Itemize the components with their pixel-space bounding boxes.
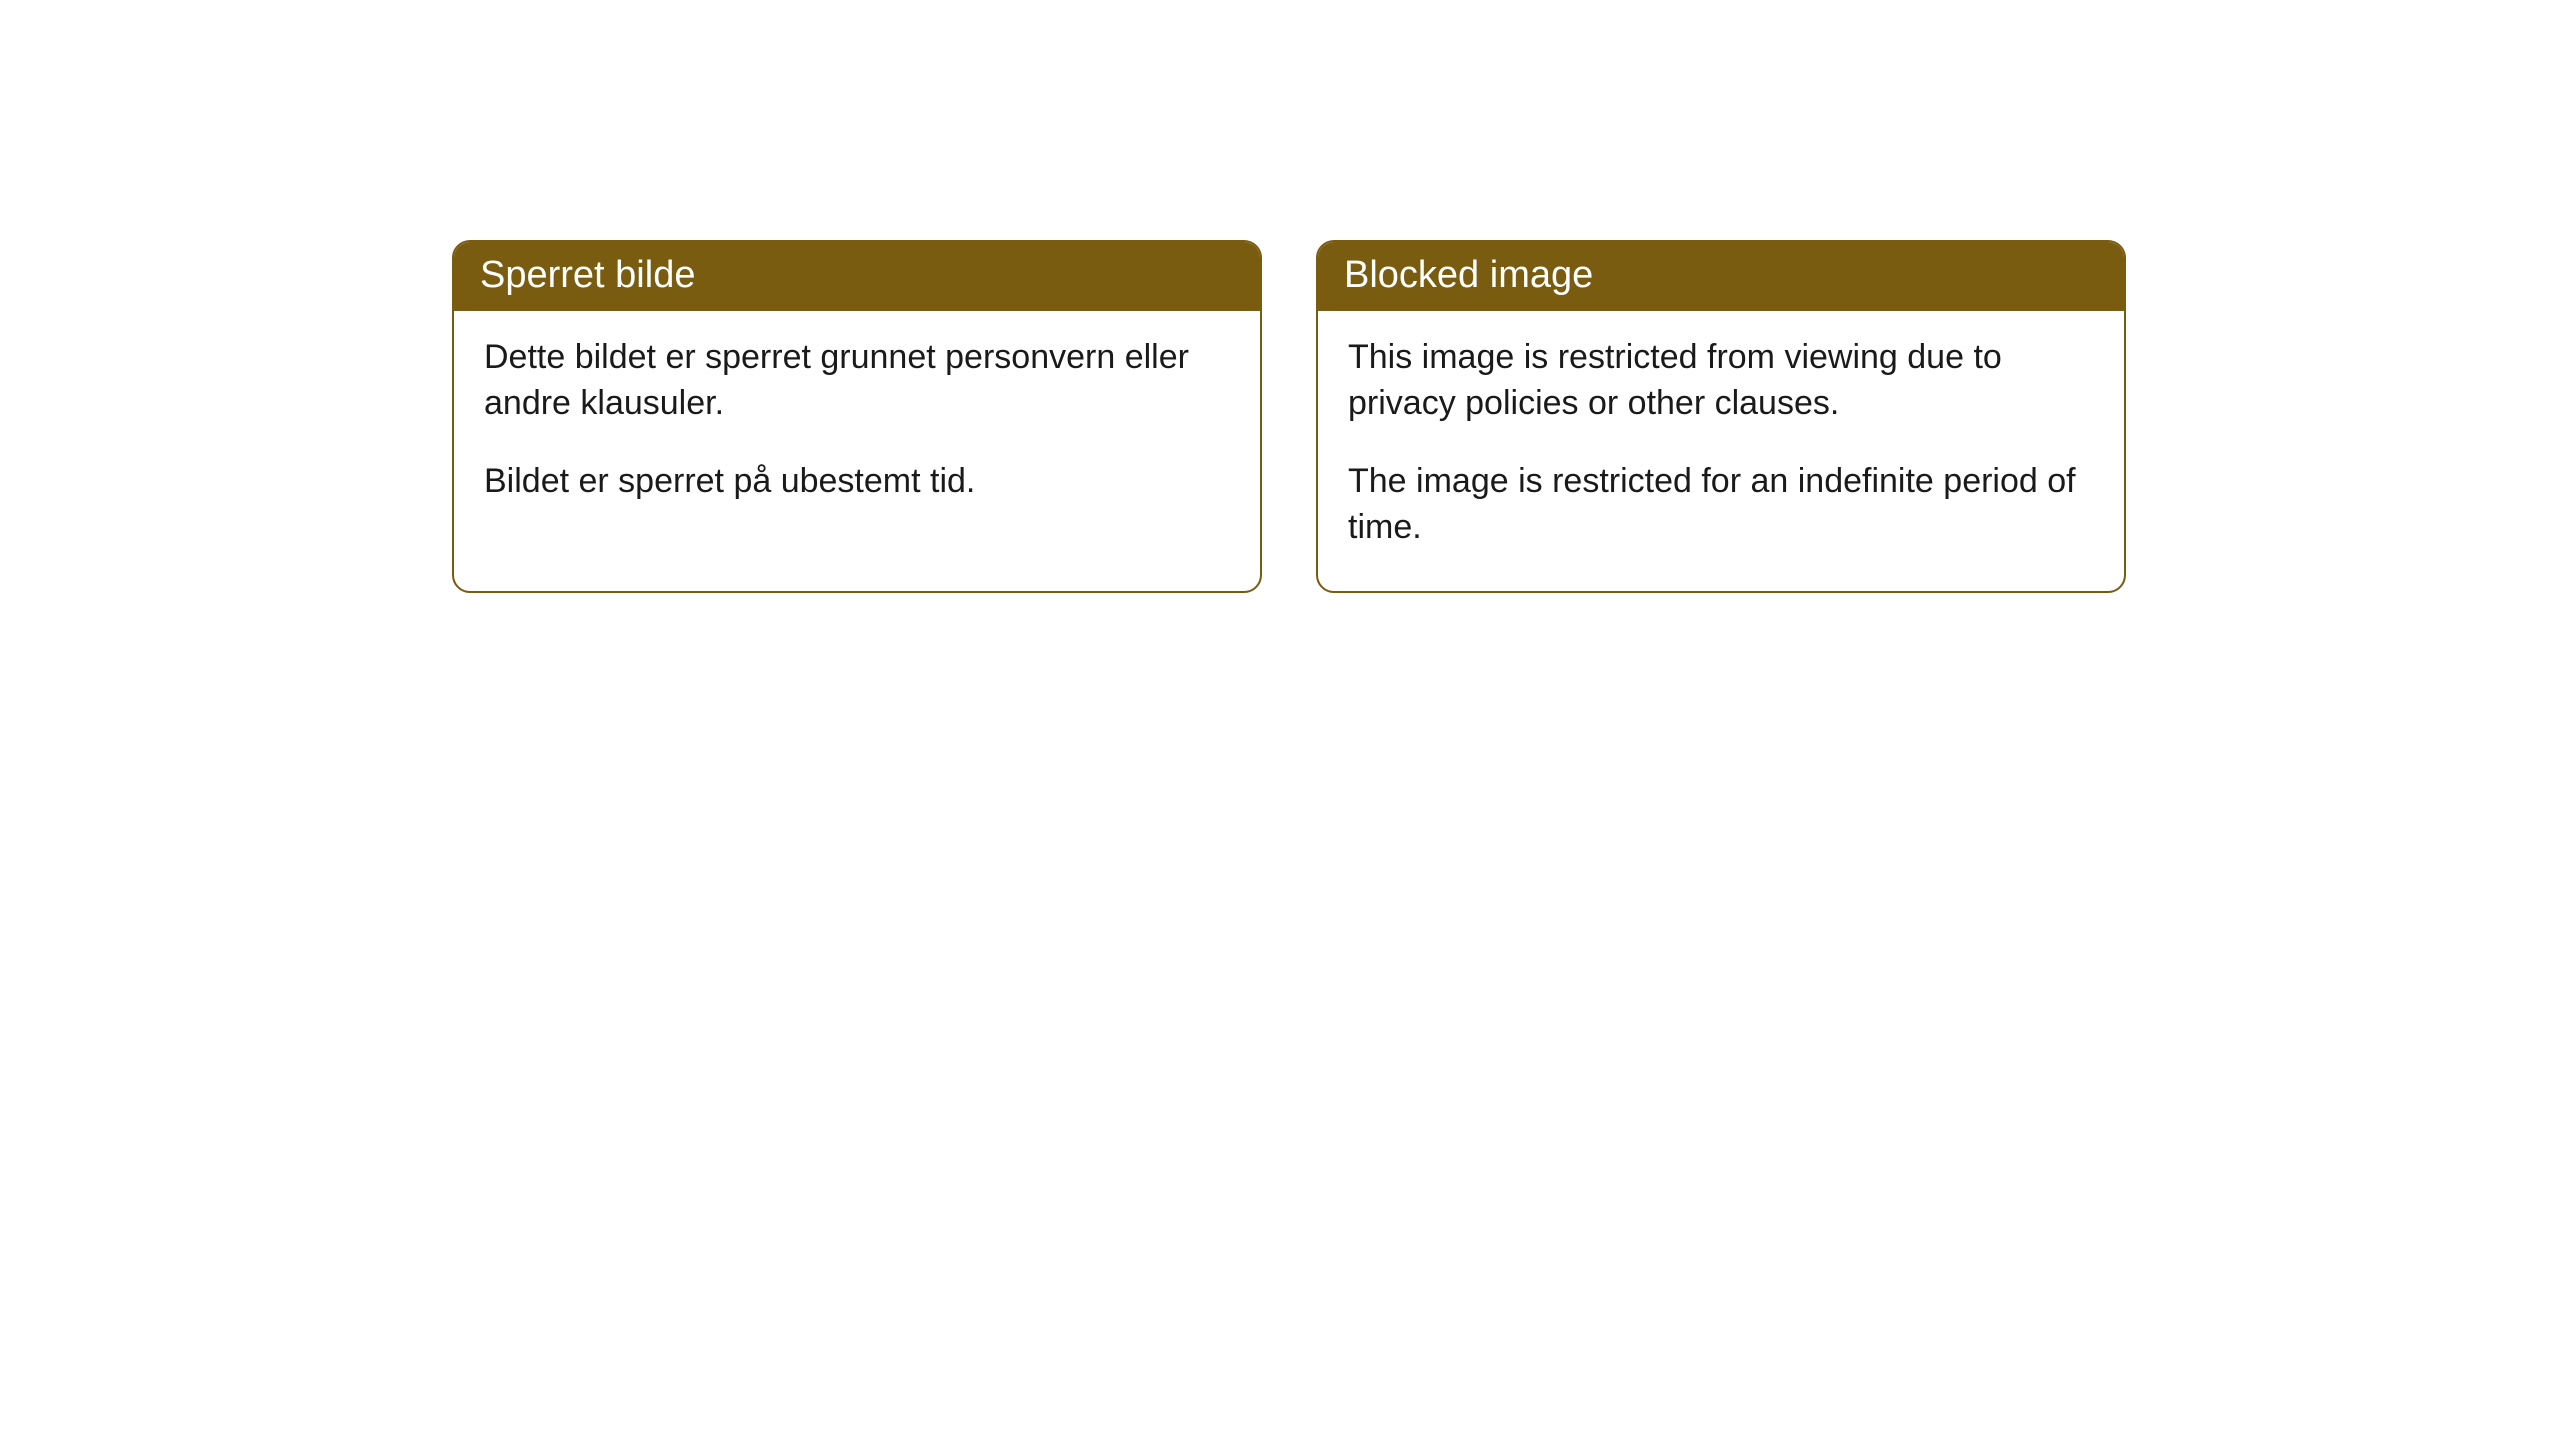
notice-paragraph-1: Dette bildet er sperret grunnet personve… bbox=[484, 335, 1230, 427]
notice-body: Dette bildet er sperret grunnet personve… bbox=[454, 311, 1260, 545]
notice-paragraph-2: The image is restricted for an indefinit… bbox=[1348, 459, 2094, 551]
notice-title: Blocked image bbox=[1344, 254, 1593, 296]
notice-header: Blocked image bbox=[1318, 242, 2124, 311]
notice-card-english: Blocked image This image is restricted f… bbox=[1316, 240, 2126, 593]
notice-header: Sperret bilde bbox=[454, 242, 1260, 311]
notice-card-norwegian: Sperret bilde Dette bildet er sperret gr… bbox=[452, 240, 1262, 593]
notice-title: Sperret bilde bbox=[480, 254, 695, 296]
notice-body: This image is restricted from viewing du… bbox=[1318, 311, 2124, 591]
notice-paragraph-1: This image is restricted from viewing du… bbox=[1348, 335, 2094, 427]
notice-paragraph-2: Bildet er sperret på ubestemt tid. bbox=[484, 459, 1230, 505]
notice-container: Sperret bilde Dette bildet er sperret gr… bbox=[0, 0, 2560, 593]
